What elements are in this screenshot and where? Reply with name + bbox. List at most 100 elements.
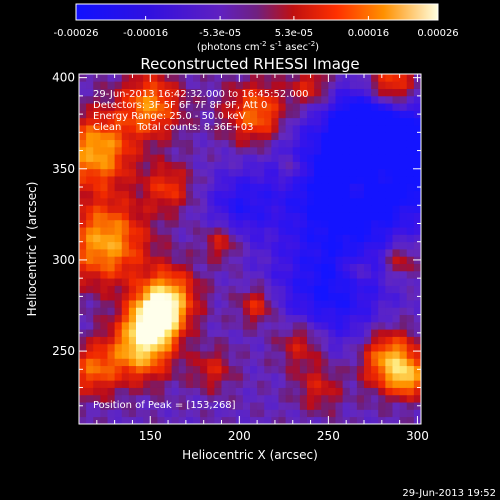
heatmap-cell [100, 95, 108, 104]
heatmap-cell [328, 380, 336, 388]
heatmap-cell [413, 168, 421, 177]
colorbar-tick-label: 5.3e-05 [275, 28, 313, 39]
heatmap-cell [349, 365, 358, 374]
heatmap-cell [378, 234, 386, 243]
heatmap-cell [264, 197, 272, 206]
heatmap-cell [200, 249, 208, 257]
heatmap-cell [242, 88, 251, 97]
colorbar-tick-label: -0.00026 [54, 28, 99, 39]
heatmap-cell [207, 205, 215, 213]
heatmap-cell [321, 285, 329, 294]
heatmap-cell [143, 365, 151, 374]
heatmap-cell [299, 278, 308, 286]
heatmap-cell [107, 372, 116, 381]
heatmap-cell [228, 190, 237, 199]
heatmap-cell [285, 234, 294, 243]
heatmap-cell [143, 103, 151, 111]
heatmap-cell [264, 161, 272, 170]
heatmap-cell [178, 409, 187, 418]
heatmap-cell [100, 351, 108, 359]
heatmap-cell [200, 212, 208, 221]
heatmap-cell [86, 394, 94, 403]
heatmap-cell [413, 132, 421, 141]
heatmap-cell [385, 285, 393, 294]
heatmap-cell [285, 249, 294, 257]
heatmap-cell [143, 183, 151, 192]
heatmap-cell [171, 358, 180, 367]
heatmap-cell [413, 205, 421, 213]
heatmap-cell [107, 227, 116, 235]
heatmap-cell [86, 125, 94, 133]
heatmap-cell [128, 154, 137, 162]
heatmap-cell [285, 139, 294, 148]
heatmap-cell [264, 336, 272, 345]
heatmap-cell [221, 132, 230, 141]
heatmap-cell [406, 74, 415, 82]
heatmap-cell [264, 307, 272, 316]
heatmap-cell [128, 219, 137, 228]
heatmap-cell [342, 343, 351, 352]
heatmap-cell [100, 183, 108, 192]
heatmap-cell [207, 81, 215, 89]
heatmap-cell [257, 95, 265, 104]
heatmap-cell [157, 176, 165, 184]
heatmap-cell [335, 88, 344, 97]
heatmap-cell [221, 74, 230, 82]
heatmap-cell [150, 227, 158, 235]
heatmap-cell [250, 387, 258, 396]
heatmap-cell [385, 270, 393, 279]
heatmap-cell [107, 292, 116, 301]
heatmap-cell [328, 372, 336, 381]
heatmap-cell [93, 380, 101, 388]
heatmap-cell [214, 103, 222, 111]
heatmap-cell [157, 314, 165, 323]
heatmap-cell [79, 161, 87, 170]
heatmap-cell [349, 132, 358, 141]
heatmap-cell [399, 234, 408, 243]
heatmap-cell [100, 234, 108, 243]
heatmap-cell [114, 219, 123, 228]
heatmap-cell [107, 154, 116, 162]
heatmap-cell [371, 409, 379, 418]
heatmap-cell [335, 307, 344, 316]
heatmap-cell [328, 365, 336, 374]
heatmap-cell [278, 336, 287, 345]
heatmap-cell [378, 365, 386, 374]
heatmap-cell [178, 314, 187, 323]
heatmap-cell [86, 190, 94, 199]
heatmap-cell [79, 103, 87, 111]
heatmap-cell [399, 95, 408, 104]
heatmap-cell [371, 227, 379, 235]
heatmap-cell [378, 117, 386, 126]
heatmap-cell [356, 358, 365, 367]
heatmap-cell [193, 219, 201, 228]
heatmap-cell [150, 263, 158, 272]
heatmap-cell [200, 190, 208, 199]
heatmap-cell [164, 249, 173, 257]
heatmap-cell [356, 300, 365, 308]
heatmap-cell [100, 110, 108, 119]
heatmap-cell [114, 351, 123, 359]
heatmap-cell [185, 219, 194, 228]
heatmap-cell [114, 402, 123, 410]
heatmap-cell [285, 219, 294, 228]
heatmap-cell [178, 380, 187, 388]
heatmap-cell [392, 139, 401, 148]
heatmap-cell [164, 81, 173, 89]
heatmap-cell [406, 270, 415, 279]
heatmap-cell [356, 365, 365, 374]
heatmap-cell [207, 300, 215, 308]
heatmap-cell [292, 300, 301, 308]
heatmap-cell [250, 176, 258, 184]
heatmap-cell [371, 88, 379, 97]
heatmap-cell [378, 81, 386, 89]
heatmap-cell [271, 409, 279, 418]
heatmap-cell [107, 132, 116, 141]
heatmap-cell [321, 409, 329, 418]
heatmap-cell [214, 343, 222, 352]
heatmap-cell [200, 300, 208, 308]
heatmap-cell [86, 329, 94, 337]
heatmap-cell [221, 285, 230, 294]
heatmap-cell [185, 402, 194, 410]
heatmap-cell [164, 321, 173, 330]
